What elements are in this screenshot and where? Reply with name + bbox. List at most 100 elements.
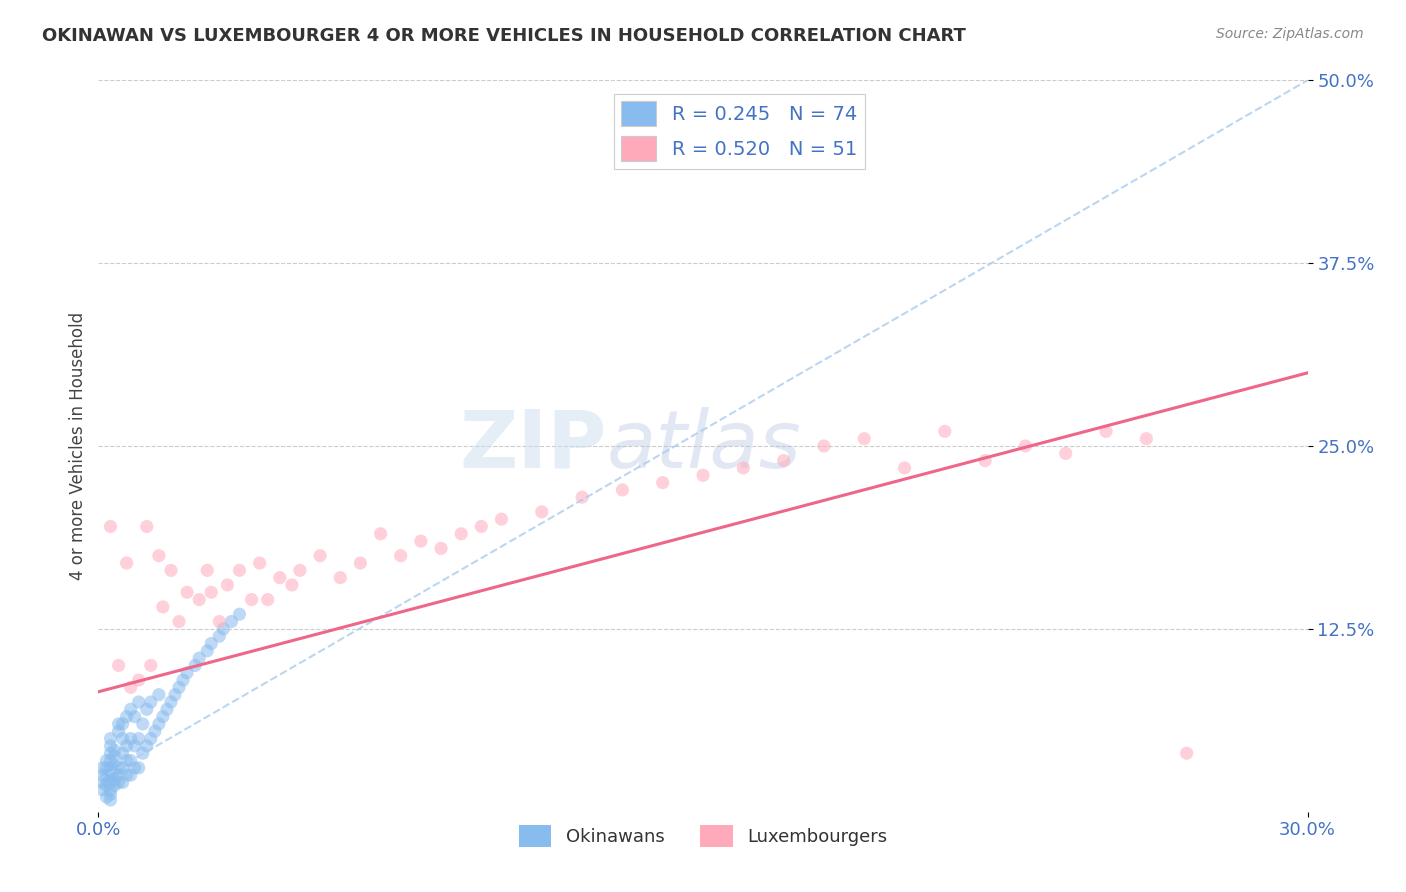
Point — [167, 615, 190, 629]
Point — [208, 629, 231, 643]
Point — [612, 483, 634, 497]
Point — [111, 746, 134, 760]
Point — [135, 702, 157, 716]
Point — [107, 724, 129, 739]
Point — [100, 775, 122, 789]
Point — [128, 695, 150, 709]
Point — [132, 746, 155, 760]
Point — [107, 658, 129, 673]
Point — [100, 739, 122, 753]
Point — [172, 673, 194, 687]
Point — [124, 761, 146, 775]
Point — [107, 775, 129, 789]
Point — [184, 658, 207, 673]
Point — [120, 702, 142, 716]
Point — [934, 425, 956, 439]
Point — [974, 453, 997, 467]
Point — [100, 519, 122, 533]
Point — [329, 571, 352, 585]
Point — [853, 432, 876, 446]
Point — [132, 717, 155, 731]
Point — [96, 754, 118, 768]
Point — [450, 526, 472, 541]
Point — [188, 592, 211, 607]
Point — [124, 739, 146, 753]
Point — [167, 681, 190, 695]
Point — [1175, 746, 1198, 760]
Point — [893, 461, 915, 475]
Point — [135, 739, 157, 753]
Point — [91, 761, 114, 775]
Point — [152, 599, 174, 614]
Point — [135, 519, 157, 533]
Point — [1014, 439, 1036, 453]
Point — [115, 739, 138, 753]
Point — [115, 754, 138, 768]
Point — [221, 615, 243, 629]
Point — [148, 717, 170, 731]
Point — [813, 439, 835, 453]
Point — [430, 541, 453, 556]
Point — [1095, 425, 1118, 439]
Point — [470, 519, 492, 533]
Point — [139, 731, 162, 746]
Point — [139, 695, 162, 709]
Point — [389, 549, 412, 563]
Point — [96, 761, 118, 775]
Point — [96, 768, 118, 782]
Point — [120, 681, 142, 695]
Point — [100, 768, 122, 782]
Text: Source: ZipAtlas.com: Source: ZipAtlas.com — [1216, 27, 1364, 41]
Point — [120, 731, 142, 746]
Point — [148, 688, 170, 702]
Point — [228, 563, 250, 577]
Point — [96, 778, 118, 792]
Point — [349, 556, 371, 570]
Point — [195, 563, 218, 577]
Point — [139, 658, 162, 673]
Point — [188, 651, 211, 665]
Point — [249, 556, 271, 570]
Point — [115, 709, 138, 723]
Point — [772, 453, 794, 467]
Point — [128, 731, 150, 746]
Point — [111, 775, 134, 789]
Point — [733, 461, 755, 475]
Point — [115, 556, 138, 570]
Point — [176, 585, 198, 599]
Point — [692, 468, 714, 483]
Point — [143, 724, 166, 739]
Point — [100, 761, 122, 775]
Point — [163, 688, 186, 702]
Point — [651, 475, 673, 490]
Point — [100, 782, 122, 797]
Point — [256, 592, 278, 607]
Point — [530, 505, 553, 519]
Point — [1054, 446, 1077, 460]
Point — [103, 778, 125, 792]
Point — [409, 534, 432, 549]
Point — [240, 592, 263, 607]
Point — [100, 746, 122, 760]
Point — [160, 563, 183, 577]
Point — [269, 571, 291, 585]
Point — [491, 512, 513, 526]
Point — [91, 768, 114, 782]
Point — [195, 644, 218, 658]
Point — [571, 490, 593, 504]
Point — [370, 526, 392, 541]
Point — [103, 772, 125, 787]
Point — [208, 615, 231, 629]
Point — [100, 731, 122, 746]
Point — [160, 695, 183, 709]
Point — [107, 717, 129, 731]
Point — [91, 782, 114, 797]
Point — [309, 549, 332, 563]
Point — [100, 787, 122, 801]
Point — [1135, 432, 1157, 446]
Point — [217, 578, 239, 592]
Point — [103, 749, 125, 764]
Point — [200, 636, 222, 650]
Point — [120, 754, 142, 768]
Point — [124, 709, 146, 723]
